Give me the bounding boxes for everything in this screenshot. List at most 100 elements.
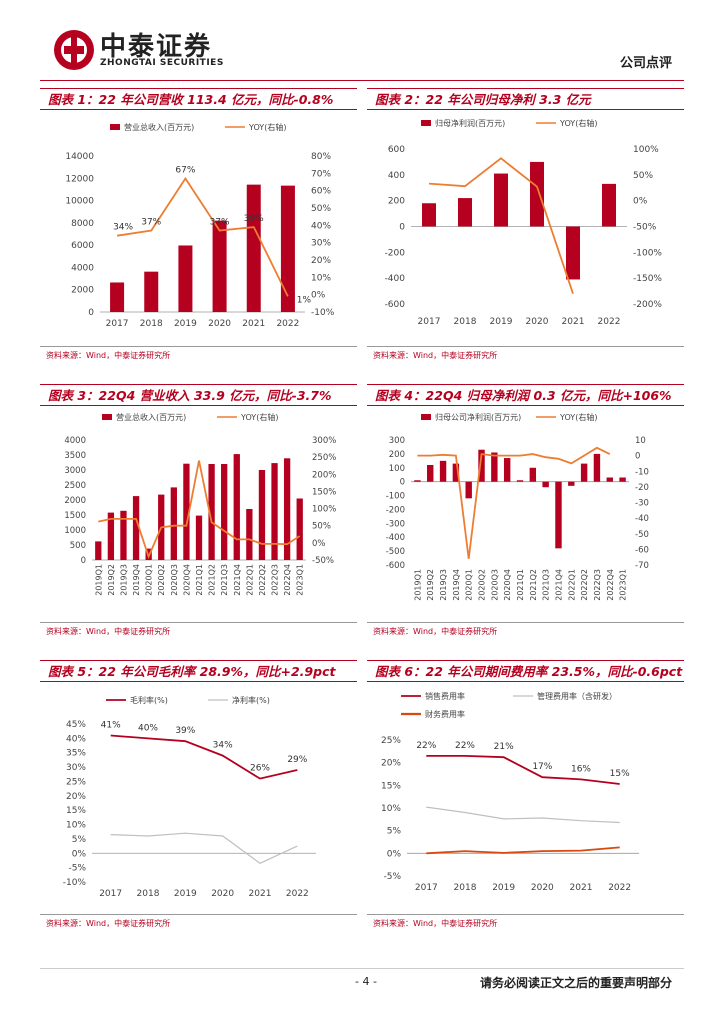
legend-label: 净利率(%) <box>232 695 270 705</box>
data-label: 22% <box>416 741 436 751</box>
chart-source: 资料来源：Wind，中泰证券研究所 <box>46 627 171 636</box>
series-line-1 <box>110 734 298 780</box>
x-tick-label: 2021 <box>242 319 265 329</box>
y-right-tick-label: 10% <box>311 273 331 283</box>
y-left-tick-label: 6000 <box>71 241 94 251</box>
y-right-tick-label: -150% <box>633 274 662 284</box>
bar <box>602 183 616 227</box>
x-tick-label: 2017 <box>99 889 122 899</box>
series-line-2 <box>110 832 298 864</box>
y-tick-label: 20% <box>66 792 86 802</box>
series-line-3 <box>426 846 620 855</box>
source-rule <box>40 622 357 623</box>
y-left-tick-label: -300 <box>386 519 405 529</box>
y-left-tick-label: 200 <box>389 450 405 460</box>
zhongtai-logo-icon <box>54 30 94 70</box>
y-right-tick-label: 0 <box>635 452 640 462</box>
x-tick-label: 2020 <box>208 319 231 329</box>
y-right-tick-label: 100% <box>312 505 336 515</box>
legend-bar-swatch <box>421 414 431 420</box>
bar <box>221 464 228 560</box>
bar <box>296 498 303 560</box>
legend-bar-label: 营业总收入(百万元) <box>124 122 194 132</box>
y-left-tick-label: 1500 <box>64 511 86 521</box>
data-label: 29% <box>287 755 307 765</box>
y-left-tick-label: 2000 <box>71 286 94 296</box>
y-left-tick-label: -500 <box>386 547 405 557</box>
chart-panel-2: 图表 2：22 年公司归母净利 3.3 亿元 归母净利润(百万元) YOY(右轴)… <box>367 88 684 368</box>
x-tick-label: 2018 <box>137 889 160 899</box>
footer-rule <box>40 968 684 969</box>
bar <box>503 458 511 482</box>
x-tick-label: 2021Q4 <box>554 569 563 601</box>
bar <box>555 481 562 549</box>
x-tick-label: 2022Q4 <box>606 569 615 601</box>
data-label: 16% <box>571 764 591 774</box>
y-tick-label: 30% <box>66 763 86 773</box>
x-tick-label: 2019Q3 <box>119 564 128 596</box>
y-left-tick-label: 300 <box>389 436 405 446</box>
x-tick-label: 2021Q3 <box>542 569 551 601</box>
footer-disclaimer: 请务必阅读正文之后的重要声明部分 <box>479 976 672 990</box>
bar <box>422 203 436 227</box>
y-tick-label: 10% <box>66 821 86 831</box>
x-tick-label: 2022Q4 <box>283 564 292 596</box>
logo-text-cn: 中泰证券 <box>100 32 213 62</box>
legend-bar-label: 归母净利润(百万元) <box>435 118 505 128</box>
y-left-tick-label: -200 <box>386 505 405 515</box>
bar <box>271 463 278 560</box>
bar <box>491 452 498 482</box>
data-label: 15% <box>610 769 630 779</box>
y-right-tick-label: 80% <box>311 152 331 162</box>
bar <box>606 477 613 482</box>
y-tick-label: 35% <box>66 749 86 759</box>
y-right-tick-label: -50 <box>635 530 649 540</box>
source-rule <box>367 622 684 623</box>
y-left-tick-label: 0 <box>399 223 405 233</box>
bar <box>439 460 447 482</box>
bar <box>593 453 601 482</box>
data-label: 34% <box>213 741 233 751</box>
y-right-tick-label: 0% <box>312 539 326 549</box>
x-tick-label: 2019 <box>174 889 197 899</box>
y-left-tick-label: -400 <box>385 274 406 284</box>
y-left-tick-label: 3500 <box>64 451 86 461</box>
x-tick-label: 2020Q2 <box>157 564 166 596</box>
y-tick-label: 5% <box>387 827 402 837</box>
chart-6-svg: 销售费用率 管理费用率（含研发） 财务费用率 -5% 0% 5% 10% 15% 20% 25% 2… <box>381 691 639 893</box>
bar <box>452 463 460 482</box>
y-right-tick-label: -40 <box>635 514 649 524</box>
bar <box>212 220 227 312</box>
y-right-tick-label: 0% <box>633 197 648 207</box>
yoy-line <box>98 460 301 560</box>
x-tick-label: 2022 <box>286 889 309 899</box>
x-tick-label: 2019Q4 <box>132 564 141 596</box>
bar <box>516 480 524 482</box>
yoy-line <box>116 176 289 297</box>
yoy-line <box>428 157 574 294</box>
x-tick-label: 2017 <box>418 317 441 327</box>
y-tick-label: -5% <box>68 864 86 874</box>
y-left-tick-label: -400 <box>386 533 405 543</box>
bar <box>542 481 549 488</box>
y-right-tick-label: 0% <box>311 291 326 301</box>
source-rule <box>40 346 357 347</box>
y-left-tick-label: 14000 <box>65 152 94 162</box>
bar <box>183 463 190 560</box>
x-tick-label: 2022Q3 <box>271 564 280 596</box>
bar <box>580 463 588 482</box>
y-left-tick-label: 0 <box>88 308 94 318</box>
y-right-tick-label: 150% <box>312 487 336 497</box>
legend-line-label: YOY(右轴) <box>559 412 597 422</box>
logo-text-en: ZHONGTAI SECURITIES <box>100 58 224 68</box>
y-tick-label: 15% <box>66 806 86 816</box>
y-right-tick-label: 50% <box>311 204 331 214</box>
y-left-tick-label: 600 <box>388 145 405 155</box>
series-line-1 <box>426 755 620 785</box>
x-tick-label: 2021 <box>249 889 272 899</box>
bar <box>566 226 580 280</box>
y-right-tick-label: 100% <box>633 145 659 155</box>
y-left-tick-label: 0 <box>81 556 86 566</box>
y-right-tick-label: 70% <box>311 169 331 179</box>
x-tick-label: 2019Q4 <box>452 569 461 601</box>
